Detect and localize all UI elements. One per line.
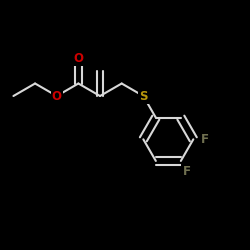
Text: S: S: [139, 90, 147, 102]
Text: F: F: [183, 164, 191, 177]
Text: O: O: [52, 90, 62, 102]
Text: O: O: [74, 52, 84, 65]
Text: F: F: [201, 133, 209, 146]
